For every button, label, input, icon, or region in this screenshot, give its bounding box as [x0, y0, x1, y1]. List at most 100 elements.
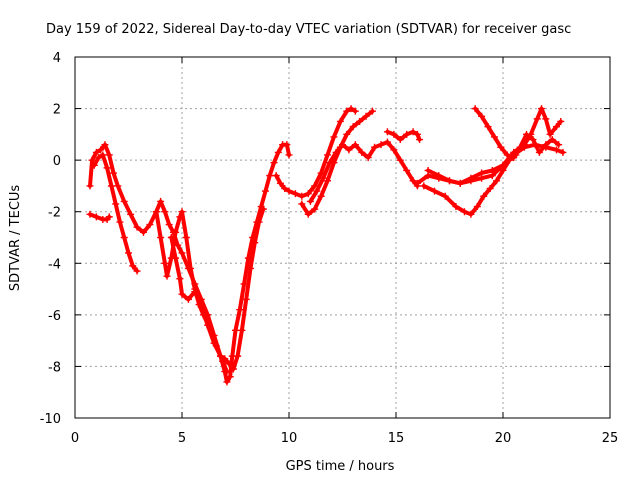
data-point: [377, 141, 385, 149]
data-point: [383, 138, 391, 146]
data-point: [90, 161, 98, 169]
data-point: [178, 208, 186, 216]
series-line: [473, 106, 561, 160]
data-point: [291, 190, 299, 198]
data-series: [86, 105, 567, 386]
grid: [75, 57, 610, 418]
data-point: [435, 172, 443, 180]
data-point: [497, 143, 505, 151]
x-axis-title: GPS time / hours: [286, 459, 395, 474]
data-point: [210, 339, 218, 347]
data-point: [538, 105, 546, 113]
data-point: [460, 208, 468, 216]
data-point: [446, 177, 453, 185]
data-point: [546, 130, 554, 138]
data-point: [510, 154, 518, 162]
data-point: [396, 156, 404, 164]
data-point: [431, 187, 439, 195]
data-point: [409, 177, 417, 185]
data-point: [223, 378, 231, 386]
data-point: [259, 205, 267, 213]
series-track-5: [167, 205, 267, 373]
series-track-13: [471, 105, 563, 162]
data-point: [311, 182, 319, 190]
data-point: [332, 148, 340, 156]
y-tick-label: -8: [48, 360, 61, 375]
data-point: [473, 203, 481, 211]
data-point: [313, 187, 321, 195]
data-point: [471, 105, 479, 113]
data-point: [255, 218, 263, 226]
data-point: [343, 107, 351, 115]
data-point: [242, 295, 250, 303]
x-tick-label: 20: [495, 431, 512, 446]
data-point: [139, 228, 147, 236]
data-point: [396, 136, 404, 144]
y-tick-label: 2: [53, 103, 61, 118]
data-point: [535, 148, 543, 156]
data-point: [390, 130, 398, 138]
data-point: [349, 123, 357, 131]
data-point: [390, 146, 398, 154]
y-tick-label: -4: [48, 257, 61, 272]
data-point: [306, 197, 314, 205]
data-point: [336, 117, 344, 125]
data-point: [217, 352, 225, 360]
data-point: [133, 267, 141, 275]
data-point: [285, 151, 293, 159]
data-point: [236, 306, 244, 314]
data-point: [92, 213, 100, 221]
data-point: [553, 146, 560, 154]
data-point: [176, 213, 184, 221]
series-track-2: [90, 151, 141, 275]
data-point: [548, 136, 556, 144]
data-point: [238, 326, 246, 334]
data-point: [368, 107, 376, 115]
data-point: [356, 117, 364, 125]
data-point: [152, 208, 160, 216]
data-point: [358, 148, 366, 156]
data-point: [467, 177, 475, 185]
x-tick-label: 5: [178, 431, 186, 446]
data-point: [488, 172, 496, 180]
x-tick-label: 25: [602, 431, 619, 446]
x-tick-label: 0: [71, 431, 79, 446]
data-point: [88, 156, 96, 164]
data-point: [246, 264, 254, 272]
x-tick-label: 15: [388, 431, 405, 446]
data-point: [283, 141, 291, 149]
data-point: [274, 148, 282, 156]
data-point: [105, 213, 113, 221]
data-point: [197, 303, 205, 311]
data-point: [281, 185, 289, 193]
data-point: [129, 262, 137, 270]
data-point: [351, 107, 359, 115]
data-point: [184, 295, 192, 303]
data-point: [97, 146, 105, 154]
series-track-7: [298, 107, 376, 218]
data-point: [413, 130, 421, 138]
series-track-9: [383, 128, 424, 144]
data-point: [120, 197, 128, 205]
y-tick-label: 4: [53, 51, 61, 66]
data-point: [555, 141, 563, 149]
data-point: [157, 197, 165, 205]
data-point: [232, 326, 239, 334]
x-tick-label: 10: [281, 431, 298, 446]
data-point: [304, 210, 312, 218]
data-point: [165, 221, 173, 229]
data-point: [345, 146, 353, 154]
data-point: [191, 288, 199, 296]
data-point: [456, 179, 464, 187]
data-point: [101, 141, 109, 149]
data-point: [478, 112, 486, 120]
data-point: [266, 172, 274, 180]
data-point: [424, 166, 432, 174]
data-point: [178, 249, 186, 257]
data-point: [223, 368, 231, 376]
data-point: [161, 259, 169, 267]
axes: 0 5 10 15 20 25 -10 -8 -6 -4 -2 0 2 4: [40, 51, 619, 446]
data-point: [478, 174, 486, 182]
data-point: [362, 112, 370, 120]
data-point: [298, 200, 306, 208]
